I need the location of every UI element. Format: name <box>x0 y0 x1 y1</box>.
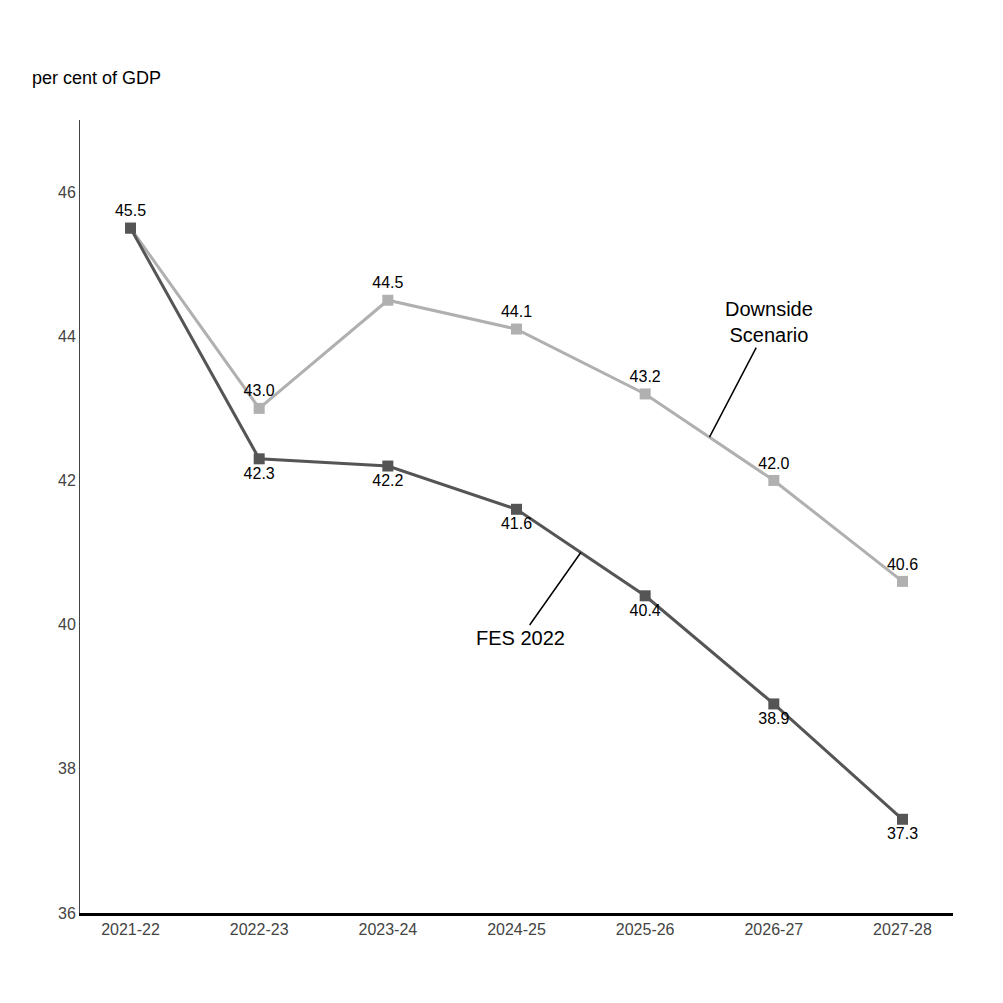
svg-text:36: 36 <box>58 905 76 922</box>
svg-text:40.4: 40.4 <box>630 602 661 619</box>
svg-text:42: 42 <box>58 472 76 489</box>
svg-text:per cent of GDP: per cent of GDP <box>32 68 161 88</box>
svg-text:42.0: 42.0 <box>758 455 789 472</box>
svg-text:42.3: 42.3 <box>244 465 275 482</box>
svg-text:43.0: 43.0 <box>244 382 275 399</box>
svg-text:2025-26: 2025-26 <box>616 921 675 938</box>
svg-text:2021-22: 2021-22 <box>101 921 160 938</box>
svg-text:41.6: 41.6 <box>501 515 532 532</box>
svg-text:43.2: 43.2 <box>630 368 661 385</box>
svg-text:45.5: 45.5 <box>115 202 146 219</box>
svg-text:44.1: 44.1 <box>501 303 532 320</box>
svg-text:37.3: 37.3 <box>887 825 918 842</box>
svg-text:44.5: 44.5 <box>372 274 403 291</box>
svg-text:40: 40 <box>58 616 76 633</box>
svg-text:2022-23: 2022-23 <box>230 921 289 938</box>
svg-text:FES 2022: FES 2022 <box>476 627 565 649</box>
svg-text:2026-27: 2026-27 <box>744 921 803 938</box>
svg-text:2023-24: 2023-24 <box>358 921 417 938</box>
svg-text:38: 38 <box>58 760 76 777</box>
svg-text:42.2: 42.2 <box>372 472 403 489</box>
svg-text:2024-25: 2024-25 <box>487 921 546 938</box>
svg-text:DownsideScenario: DownsideScenario <box>725 298 813 346</box>
svg-text:46: 46 <box>58 184 76 201</box>
svg-text:38.9: 38.9 <box>758 710 789 727</box>
svg-text:44: 44 <box>58 328 76 345</box>
svg-text:2027-28: 2027-28 <box>873 921 932 938</box>
svg-text:40.6: 40.6 <box>887 556 918 573</box>
